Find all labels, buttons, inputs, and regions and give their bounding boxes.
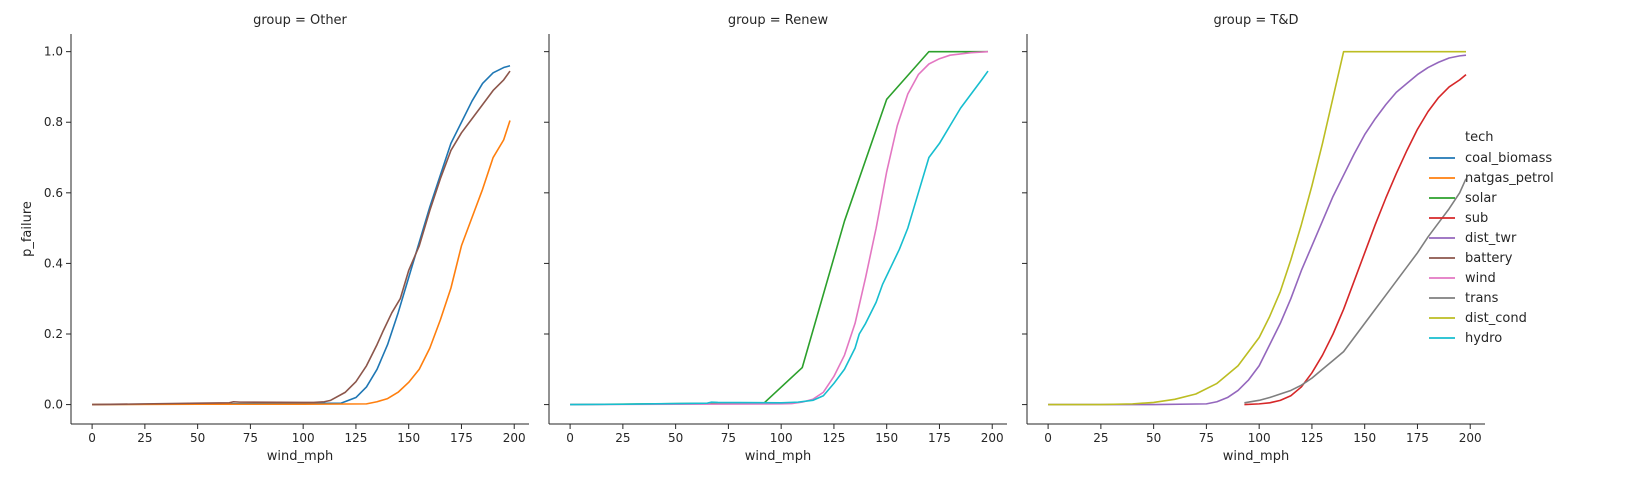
x-tick-label: 175 — [1406, 431, 1429, 445]
x-tick-label: 150 — [397, 431, 420, 445]
x-tick-label: 75 — [243, 431, 258, 445]
x-tick-label: 25 — [615, 431, 630, 445]
legend-entry-coal_biomass: coal_biomass — [1429, 151, 1552, 166]
x-tick-label: 125 — [344, 431, 367, 445]
y-tick-label: 1.0 — [44, 45, 63, 59]
panel-2: group = Renew 0 25 50 75 100 125 150 175 200 wind_… — [544, 13, 1007, 464]
legend-label: natgas_petrol — [1465, 171, 1554, 186]
legend-label: hydro — [1465, 331, 1502, 346]
legend-label: dist_twr — [1465, 231, 1517, 246]
panel-1: group = Other 0 25 50 75 100 125 150 175 200 0.0 0.… — [20, 13, 529, 464]
panel-title: group = Renew — [728, 13, 829, 28]
legend-title: tech — [1465, 130, 1493, 145]
x-tick-label: 75 — [1199, 431, 1214, 445]
legend-label: dist_cond — [1465, 311, 1527, 326]
legend-entry-wind: wind — [1429, 271, 1496, 286]
legend-entry-trans: trans — [1429, 291, 1499, 306]
y-tick-label: 0.8 — [44, 115, 63, 129]
x-tick-label: 0 — [566, 431, 574, 445]
series-line-natgas_petrol — [92, 120, 511, 406]
x-tick-label: 200 — [503, 431, 526, 445]
legend-entry-sub: sub — [1429, 211, 1488, 226]
x-tick-label: 175 — [450, 431, 473, 445]
x-tick-label: 25 — [1093, 431, 1108, 445]
series-line-battery — [92, 70, 511, 406]
legend-entry-battery: battery — [1429, 251, 1513, 266]
x-tick-label: 200 — [1459, 431, 1482, 445]
x-tick-label: 50 — [668, 431, 683, 445]
legend-entry-solar: solar — [1429, 191, 1497, 206]
series-line-hydro — [570, 70, 989, 406]
x-tick-label: 150 — [1353, 431, 1376, 445]
x-tick-label: 50 — [190, 431, 205, 445]
y-tick-label: 0.6 — [44, 186, 63, 200]
x-tick-label: 150 — [875, 431, 898, 445]
legend-label: coal_biomass — [1465, 151, 1552, 166]
legend-label: wind — [1465, 271, 1496, 286]
legend-entry-dist_twr: dist_twr — [1429, 231, 1517, 246]
x-tick-label: 100 — [292, 431, 315, 445]
y-tick-label: 0.2 — [44, 327, 63, 341]
series-line-sub — [1244, 73, 1467, 406]
panel-title: group = Other — [253, 13, 347, 28]
y-tick-label: 0.0 — [44, 398, 63, 412]
x-tick-label: 25 — [137, 431, 152, 445]
y-tick-label: 0.4 — [44, 256, 63, 270]
legend-entry-dist_cond: dist_cond — [1429, 311, 1527, 326]
x-tick-label: 0 — [1044, 431, 1052, 445]
legend-label: sub — [1465, 211, 1488, 226]
legend-label: trans — [1465, 291, 1499, 306]
panel-3: group = T&D 0 25 50 75 100 125 150 175 200 wind_mp… — [1022, 13, 1485, 464]
x-tick-label: 75 — [721, 431, 736, 445]
legend-entry-hydro: hydro — [1429, 331, 1502, 346]
panels: group = Other 0 25 50 75 100 125 150 175 200 0.0 0.… — [20, 13, 1485, 464]
x-tick-label: 125 — [1300, 431, 1323, 445]
x-axis-label: wind_mph — [745, 449, 811, 464]
x-tick-label: 175 — [928, 431, 951, 445]
x-tick-label: 100 — [770, 431, 793, 445]
series-line-dist_cond — [1048, 50, 1466, 406]
series-line-dist_twr — [1048, 54, 1467, 406]
legend-label: battery — [1465, 251, 1513, 266]
x-tick-label: 100 — [1248, 431, 1271, 445]
x-tick-label: 125 — [822, 431, 845, 445]
y-axis-label: p_failure — [20, 201, 35, 257]
x-tick-label: 0 — [88, 431, 96, 445]
x-tick-label: 50 — [1146, 431, 1161, 445]
panel-title: group = T&D — [1213, 13, 1298, 28]
legend-entry-natgas_petrol: natgas_petrol — [1429, 171, 1554, 186]
x-axis-label: wind_mph — [1223, 449, 1289, 464]
series-line-trans — [1244, 178, 1467, 404]
x-tick-label: 200 — [981, 431, 1004, 445]
x-axis-label: wind_mph — [267, 449, 333, 464]
legend-label: solar — [1465, 191, 1497, 206]
